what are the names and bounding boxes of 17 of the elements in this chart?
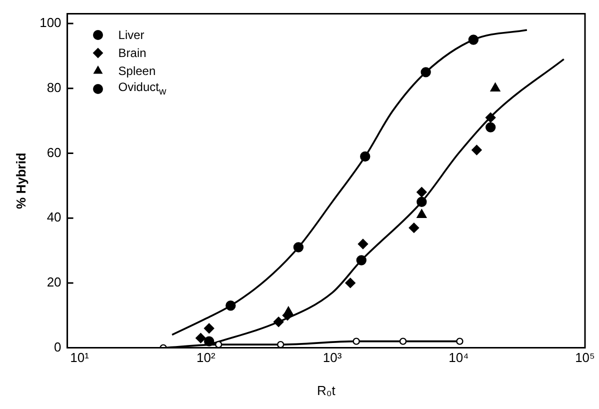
y-tick-label: 0 [54, 339, 62, 354]
y-tick-label: 100 [40, 15, 62, 30]
x-tick-label: 10⁴ [448, 350, 469, 366]
y-tick-label: 40 [46, 210, 62, 225]
x-axis-title: R₀t [316, 382, 336, 398]
legend-label: Oviduct$_{w}$ [118, 80, 166, 98]
x-tick-label: 10¹ [70, 350, 90, 366]
y-tick-label: 80 [46, 80, 62, 95]
legend-label: Spleen [118, 64, 156, 78]
y-axis-title: % Hybrid [13, 152, 28, 209]
x-tick-label: 10³ [322, 350, 342, 366]
x-tick-label: 10⁵ [575, 350, 595, 366]
x-tick-label: 10² [196, 350, 216, 366]
legend-label: Brain [118, 46, 146, 60]
legend-label: Liver [118, 28, 144, 42]
y-tick-label: 20 [46, 274, 62, 290]
y-tick-label: 60 [46, 144, 62, 160]
